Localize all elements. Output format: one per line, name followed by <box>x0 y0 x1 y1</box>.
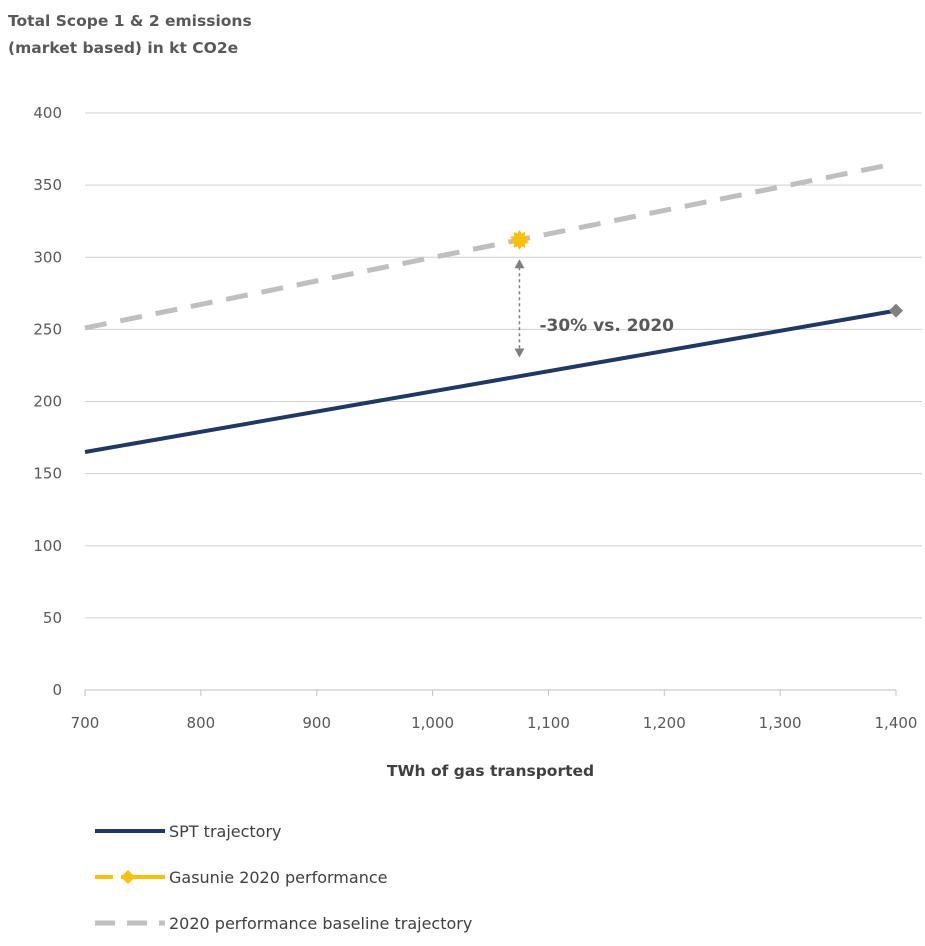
y-tick-label: 400 <box>33 104 62 122</box>
chart-title-line-1: Total Scope 1 & 2 emissions <box>8 12 252 30</box>
x-tick-label: 1,000 <box>411 714 454 732</box>
series-line-spt-trajectory <box>84 308 897 454</box>
chart-title-line-2: (market based) in kt CO2e <box>8 39 239 57</box>
x-axis <box>84 689 897 696</box>
annotation-layer: -30% vs. 2020 <box>514 259 674 358</box>
y-tick-label: 300 <box>33 248 62 266</box>
legend: SPT trajectory Gasunie 2020 performance … <box>95 808 695 946</box>
series-layer <box>84 161 903 454</box>
legend-label-spt: SPT trajectory <box>169 821 282 841</box>
chart-title: Total Scope 1 & 2 emissions (market base… <box>8 8 252 62</box>
annotation-label: -30% vs. 2020 <box>539 316 674 336</box>
y-axis-tick-labels: 0 50 100 150 200 250 300 350 400 <box>33 104 62 699</box>
x-axis-tick-labels: 700 800 900 1,000 1,100 1,200 1,300 1,400 <box>71 714 918 732</box>
y-tick-label: 200 <box>33 393 62 411</box>
x-tick-label: 1,100 <box>527 714 570 732</box>
series-line-baseline-trajectory <box>84 161 897 331</box>
x-tick-label: 1,400 <box>875 714 918 732</box>
legend-label-baseline: 2020 performance baseline trajectory <box>169 913 473 933</box>
y-tick-label: 350 <box>33 176 62 194</box>
spt-endpoint-marker <box>889 303 903 318</box>
x-tick-label: 700 <box>71 714 100 732</box>
line-chart: 0 50 100 150 200 250 300 350 400 700 800 900 1,000 1… <box>33 104 922 780</box>
annotation-arrowhead-up <box>514 259 525 269</box>
x-tick-label: 1,200 <box>643 714 686 732</box>
x-tick-label: 800 <box>187 714 216 732</box>
x-tick-label: 1,300 <box>759 714 802 732</box>
annotation-arrowhead-down <box>514 348 525 358</box>
legend-swatch-dashed-line <box>95 920 165 926</box>
legend-item-baseline: 2020 performance baseline trajectory <box>95 900 695 946</box>
y-tick-label: 150 <box>33 465 62 483</box>
legend-swatch-solid-line <box>95 829 165 833</box>
legend-label-gasunie: Gasunie 2020 performance <box>169 867 388 887</box>
y-tick-label: 250 <box>33 320 62 338</box>
legend-swatch-marker <box>95 870 165 884</box>
y-tick-label: 50 <box>43 609 62 627</box>
legend-item-spt: SPT trajectory <box>95 808 695 854</box>
x-axis-label: TWh of gas transported <box>387 762 594 780</box>
y-tick-label: 0 <box>52 681 62 699</box>
legend-item-gasunie: Gasunie 2020 performance <box>95 854 695 900</box>
y-tick-label: 100 <box>33 537 62 555</box>
x-tick-label: 900 <box>302 714 331 732</box>
gridlines <box>85 112 922 619</box>
marker-gasunie-2020-performance <box>510 229 529 250</box>
